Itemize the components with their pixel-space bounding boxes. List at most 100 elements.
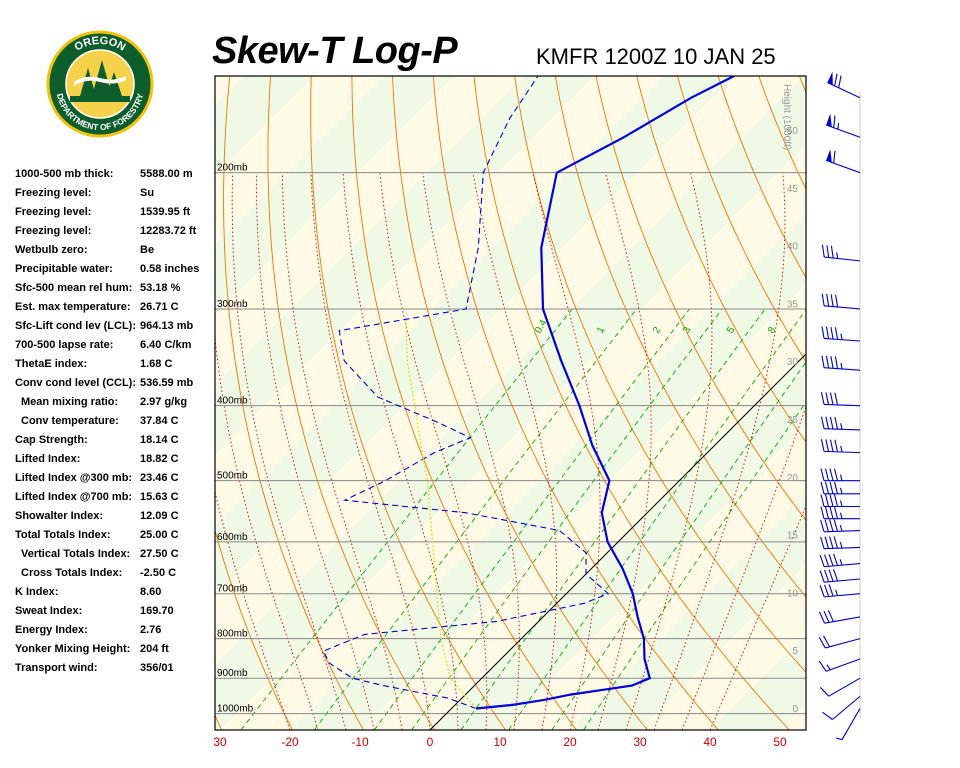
stat-row: Mean mixing ratio: 2.97 g/kg — [15, 396, 215, 415]
wind-barb-tick — [824, 519, 830, 532]
moist-adiabat — [653, 172, 786, 730]
wind-barb-half-tick — [840, 445, 843, 453]
stat-value: 25.00 C — [140, 529, 179, 541]
mixing-ratio-label: 3 — [681, 325, 694, 336]
wind-barb-tick — [824, 554, 830, 567]
wind-barb-tick — [830, 326, 834, 340]
wind-barb-staff — [824, 450, 861, 454]
stat-value: 18.82 C — [140, 453, 179, 465]
stat-label: Vertical Totals Index: — [21, 548, 131, 560]
stat-label: Lifted Index: — [15, 453, 81, 465]
stat-value: 53.18 % — [140, 282, 181, 294]
stat-row: Transport wind: 356/01 — [15, 662, 215, 681]
wind-barb-tick — [819, 584, 825, 598]
stat-label: Showalter Index: — [15, 510, 104, 522]
wind-barb-tick — [830, 245, 834, 259]
moist-adiabat — [681, 405, 806, 730]
temperature-band — [710, 634, 806, 730]
stat-row: Yonker Mixing Height: 204 ft — [15, 643, 215, 662]
wind-barb — [822, 695, 861, 720]
height-tick-label: 25 — [787, 415, 799, 426]
wind-barb — [820, 494, 860, 508]
wind-barb — [820, 392, 861, 407]
stat-value: 37.84 C — [140, 415, 179, 427]
wind-barb-tick — [828, 584, 834, 597]
stat-value: 1539.95 ft — [140, 206, 191, 218]
stat-value: Su — [140, 187, 155, 199]
mixing-ratio-label: 5 — [725, 325, 738, 336]
wind-barb — [825, 149, 861, 174]
wind-barb-tick — [820, 494, 825, 507]
wind-barb-tick — [829, 416, 834, 430]
moist-adiabat — [625, 172, 713, 730]
stat-row: Est. max temperature: 26.71 C — [15, 301, 215, 320]
height-tick-label: 5 — [792, 646, 798, 657]
wind-barb-flag — [826, 113, 832, 128]
wind-barb-tick — [820, 439, 825, 452]
wind-barb — [821, 326, 861, 342]
height-tick-label: 15 — [787, 531, 799, 542]
wind-barb-tick — [822, 711, 833, 720]
stat-value: 26.71 C — [140, 301, 179, 313]
wind-barb-tick — [820, 416, 825, 429]
mixing-ratio-line — [460, 308, 766, 730]
wind-barb-tick — [821, 326, 825, 339]
wind-barb — [820, 439, 861, 454]
wind-barb-staff — [824, 616, 861, 624]
stat-value: 27.50 C — [140, 548, 179, 560]
wind-barb — [819, 584, 861, 598]
stat-label: Cross Totals Index: — [21, 567, 123, 579]
wind-barb-half-tick — [839, 487, 843, 494]
wind-barb-tick — [828, 554, 834, 567]
stat-value: 15.63 C — [140, 491, 179, 503]
wind-barb-half-tick — [839, 525, 843, 532]
wind-barb-tick — [833, 553, 839, 566]
stat-value: 23.46 C — [140, 472, 179, 484]
stat-label: Freezing level: — [15, 206, 92, 218]
height-tick-label: 40 — [787, 242, 799, 253]
stat-row: Precipitable water: 0.58 inches — [15, 263, 215, 282]
stat-row: Sweat Index: 169.70 — [15, 605, 215, 624]
wind-barb-tick — [829, 536, 834, 549]
wind-barb-tick — [826, 245, 830, 258]
wind-barb-tick — [821, 244, 825, 258]
dry-adiabat — [922, 76, 960, 730]
x-tick-label: 30 — [213, 735, 227, 749]
moist-adiabat — [281, 172, 403, 730]
dry-adiabat — [80, 76, 151, 730]
logo-text-top: OREGON — [73, 35, 128, 54]
stat-label: K Index: — [15, 586, 59, 598]
wind-barb — [820, 536, 861, 550]
mixing-ratio-line — [508, 309, 806, 730]
wind-barb-staff — [824, 305, 861, 310]
stat-value: Be — [140, 244, 155, 256]
temperature-band — [640, 564, 806, 730]
stat-row: Conv temperature: 37.84 C — [15, 415, 215, 434]
stability-indices-panel: 1000-500 mb thick: 5588.00 m Freezing leve… — [15, 168, 215, 681]
wind-barb-tick — [824, 536, 830, 549]
zero-isotherm — [429, 353, 806, 730]
wind-barb-tick — [833, 150, 836, 164]
temperature-band — [850, 76, 960, 730]
x-tick-label: 20 — [563, 735, 577, 749]
temperature-band — [220, 144, 806, 730]
stat-value: 1.68 C — [140, 358, 173, 370]
wind-barb — [818, 658, 861, 672]
wind-barb-tick — [828, 569, 834, 582]
height-tick-label: 35 — [787, 299, 799, 310]
moist-adiabat — [342, 172, 459, 730]
wind-barb-tick — [820, 536, 825, 549]
stat-row: Total Totals Index: 25.00 C — [15, 529, 215, 548]
wind-barb-half-tick — [839, 512, 843, 519]
stat-label: Cap Strength: — [15, 434, 88, 446]
moist-adiabat — [310, 172, 431, 730]
wind-barb-tick — [829, 439, 834, 452]
stat-value: 18.14 C — [140, 434, 179, 446]
wind-barb — [819, 553, 861, 568]
stat-label: Precipitable water: — [15, 263, 113, 275]
height-tick-label: 10 — [787, 588, 799, 599]
stat-row: 1000-500 mb thick: 5588.00 m — [15, 168, 215, 187]
stat-row: Energy Index: 2.76 — [15, 624, 215, 643]
wind-barb-tick — [830, 294, 834, 307]
wind-barb-tick — [825, 326, 830, 339]
